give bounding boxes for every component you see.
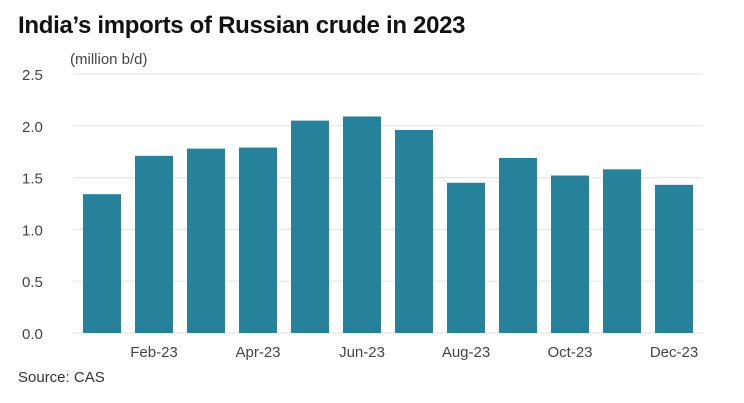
x-tick-label: Apr-23 bbox=[235, 344, 280, 361]
bar-oct-23 bbox=[551, 175, 589, 333]
y-axis-label: (million b/d) bbox=[70, 51, 148, 68]
bar-nov-23 bbox=[603, 169, 641, 333]
y-tick-label: 0.5 bbox=[22, 274, 43, 291]
bar-aug-23 bbox=[447, 182, 485, 333]
y-tick-label: 1.0 bbox=[22, 222, 43, 239]
x-tick-label: Aug-23 bbox=[442, 344, 490, 361]
bar-jun-23 bbox=[343, 116, 381, 333]
bar-dec-23 bbox=[655, 184, 693, 333]
bar-may-23 bbox=[291, 120, 329, 334]
x-tick-label: Feb-23 bbox=[130, 344, 178, 361]
x-tick-label: Jun-23 bbox=[339, 344, 385, 361]
x-tick-label: Oct-23 bbox=[547, 344, 592, 361]
chart-title: India’s imports of Russian crude in 2023 bbox=[18, 12, 466, 39]
y-tick-label: 2.5 bbox=[22, 67, 43, 84]
bar-feb-23 bbox=[135, 155, 173, 333]
bar-jan-23 bbox=[83, 194, 121, 333]
bar-apr-23 bbox=[239, 147, 277, 333]
source-note: Source: CAS bbox=[18, 369, 105, 386]
bar-jul-23 bbox=[395, 129, 433, 333]
x-tick-label: Dec-23 bbox=[650, 344, 698, 361]
y-tick-label: 2.0 bbox=[22, 119, 43, 136]
bar-mar-23 bbox=[187, 148, 225, 333]
y-tick-label: 1.5 bbox=[22, 171, 43, 188]
bar-sep-23 bbox=[499, 157, 537, 333]
y-tick-label: 0.0 bbox=[22, 326, 43, 343]
